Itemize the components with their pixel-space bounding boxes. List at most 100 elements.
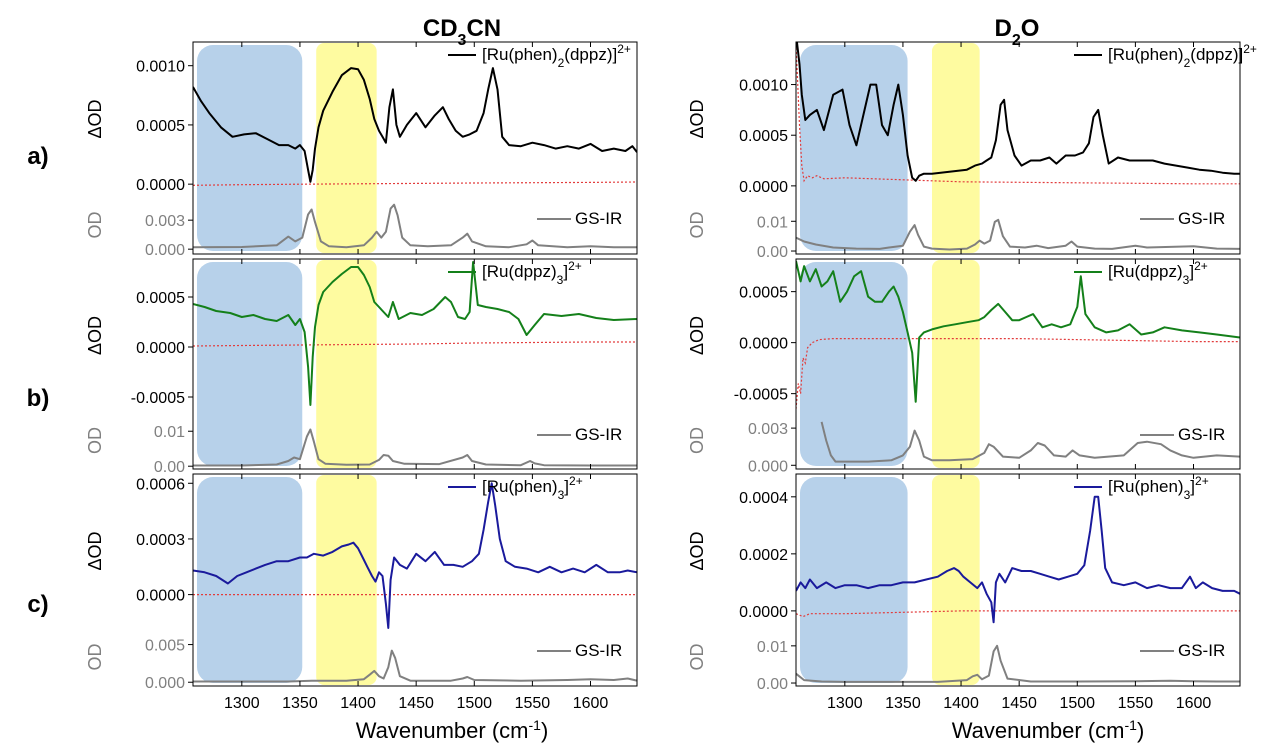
x-tick-label: 1450 (1001, 695, 1037, 712)
panel-frame (192, 473, 638, 687)
od-y-tick-label: 0.00 (154, 459, 185, 476)
blue-band (800, 477, 908, 683)
od-y-tick-label: 0.003 (748, 421, 788, 438)
od-axis-title: OD (687, 427, 707, 454)
panel-c-cd3cn: 0.0000 0.0003 0.0006 0.000 0.005 ΔOD OD [Ru(phe… (85, 473, 638, 712)
delta-y-tick-label: 0.0005 (136, 118, 185, 135)
legend-sup: 2+ (1243, 42, 1257, 56)
legend-text-part: [Ru(phen) (1108, 477, 1184, 496)
od-y-tick-label: 0.01 (154, 424, 185, 441)
od-y-tick-label: 0.005 (145, 638, 185, 655)
legend-text-part: (dppz)] (564, 45, 617, 64)
delta-od-axis-title: ΔOD (687, 531, 707, 570)
delta-od-axis-title: ΔOD (687, 99, 707, 138)
blue-band (800, 262, 908, 466)
legend-text-part: (dppz)] (1190, 45, 1243, 64)
x-tick-label: 1300 (827, 695, 863, 712)
panel-frame (795, 41, 1241, 255)
delta-y-tick-label: 0.0004 (739, 490, 788, 507)
delta-y-tick-label: 0.0000 (739, 336, 788, 353)
legend-sub: 2 (558, 56, 565, 70)
delta-od-axis-title: ΔOD (687, 316, 707, 355)
delta-y-tick-label: 0.0005 (739, 128, 788, 145)
yellow-band (931, 43, 980, 253)
blue-band (197, 262, 303, 466)
blue-band (197, 477, 303, 683)
transient-spectrum-line (193, 261, 637, 406)
od-y-tick-label: 0.000 (145, 675, 185, 692)
gs-ir-line (193, 649, 637, 683)
legend-label: [Ru(phen)2(dppz)]2+ (1108, 42, 1257, 70)
od-axis-title: OD (687, 643, 707, 670)
panel-frame (795, 258, 1241, 470)
gs-ir-line (796, 644, 1240, 683)
x-tick-label: 1600 (1176, 695, 1212, 712)
delta-y-tick-label: -0.0005 (131, 390, 185, 407)
gs-legend-label: GS-IR (1178, 641, 1225, 660)
legend-label: [Ru(phen)3]2+ (1108, 474, 1209, 502)
title-cd3cn: CD3CN (423, 15, 501, 49)
delta-y-tick-label: 0.0010 (136, 59, 185, 76)
reference-dotted-line (193, 181, 637, 186)
x-tick-label: 1500 (456, 695, 492, 712)
x-tick-label: 1500 (1059, 695, 1095, 712)
panel-b-cd3cn: -0.0005 0.0000 0.0005 0.00 0.01 ΔOD OD [Ru(dppz… (85, 258, 638, 476)
od-axis-title: OD (85, 211, 105, 238)
panel-frame (192, 258, 638, 470)
legend-sub: 3 (1184, 488, 1191, 502)
yellow-band (931, 475, 980, 685)
delta-od-axis-title: ΔOD (85, 99, 105, 138)
od-y-tick-label: 0.000 (145, 242, 185, 259)
legend-sup: 2+ (617, 42, 631, 56)
legend-label: [Ru(dppz)3]2+ (1108, 259, 1208, 287)
gs-legend-label: GS-IR (1178, 209, 1225, 228)
delta-y-tick-label: 0.0005 (739, 285, 788, 302)
legend-text-part: [Ru(phen) (482, 45, 558, 64)
legend-label: [Ru(phen)2(dppz)]2+ (482, 42, 631, 70)
delta-y-tick-label: 0.0000 (136, 177, 185, 194)
panel-b-d2o: -0.0005 0.0000 0.0005 0.000 0.003 ΔOD OD [Ru(dp… (687, 258, 1241, 475)
column-titles: CD3CN D2O (423, 15, 1040, 49)
x-tick-label: 1550 (515, 695, 551, 712)
transient-spectrum-line (193, 482, 637, 629)
legend-text-part: [Ru(phen) (1108, 45, 1184, 64)
gs-legend-label: GS-IR (575, 641, 622, 660)
x-tick-label: 1300 (224, 695, 260, 712)
legend-text-part: ] (564, 477, 569, 496)
od-axis-title: OD (687, 211, 707, 238)
reference-dotted-line (796, 338, 1240, 409)
delta-y-tick-label: 0.0000 (136, 340, 185, 357)
legend-sup: 2+ (1194, 259, 1208, 273)
delta-y-tick-label: 0.0000 (739, 604, 788, 621)
delta-od-axis-title: ΔOD (85, 316, 105, 355)
row-label-b: b) (27, 385, 50, 412)
reference-dotted-line (796, 610, 1240, 618)
x-axis-labels: Wavenumber (cm-1) Wavenumber (cm-1) (356, 717, 1145, 743)
od-axis-title: OD (85, 427, 105, 454)
delta-y-tick-label: 0.0000 (136, 588, 185, 605)
od-y-tick-label: 0.01 (757, 214, 788, 231)
delta-y-tick-label: 0.0002 (739, 547, 788, 564)
gs-ir-line (193, 203, 637, 249)
od-y-tick-label: 0.01 (757, 639, 788, 656)
x-axis-title-left: Wavenumber (cm-1) (356, 717, 549, 743)
x-tick-label: 1550 (1118, 695, 1154, 712)
x-tick-label: 1400 (943, 695, 979, 712)
legend-sup: 2+ (1195, 474, 1209, 488)
legend-text-part: ] (1189, 262, 1194, 281)
delta-y-tick-label: 0.0005 (136, 290, 185, 307)
yellow-band (316, 260, 377, 468)
yellow-band (931, 260, 980, 468)
gs-ir-line (796, 218, 1240, 251)
legend-text-part: ] (563, 262, 568, 281)
gs-ir-line (820, 421, 1240, 463)
legend-sub: 3 (1183, 273, 1190, 287)
gs-legend-label: GS-IR (1178, 425, 1225, 444)
delta-y-tick-label: 0.0006 (136, 476, 185, 493)
legend-text-part: [Ru(dppz) (1108, 262, 1183, 281)
panel-frame (795, 473, 1241, 687)
delta-y-tick-label: 0.0003 (136, 532, 185, 549)
gs-ir-line (193, 428, 637, 467)
gs-legend-label: GS-IR (575, 209, 622, 228)
x-tick-label: 1400 (340, 695, 376, 712)
